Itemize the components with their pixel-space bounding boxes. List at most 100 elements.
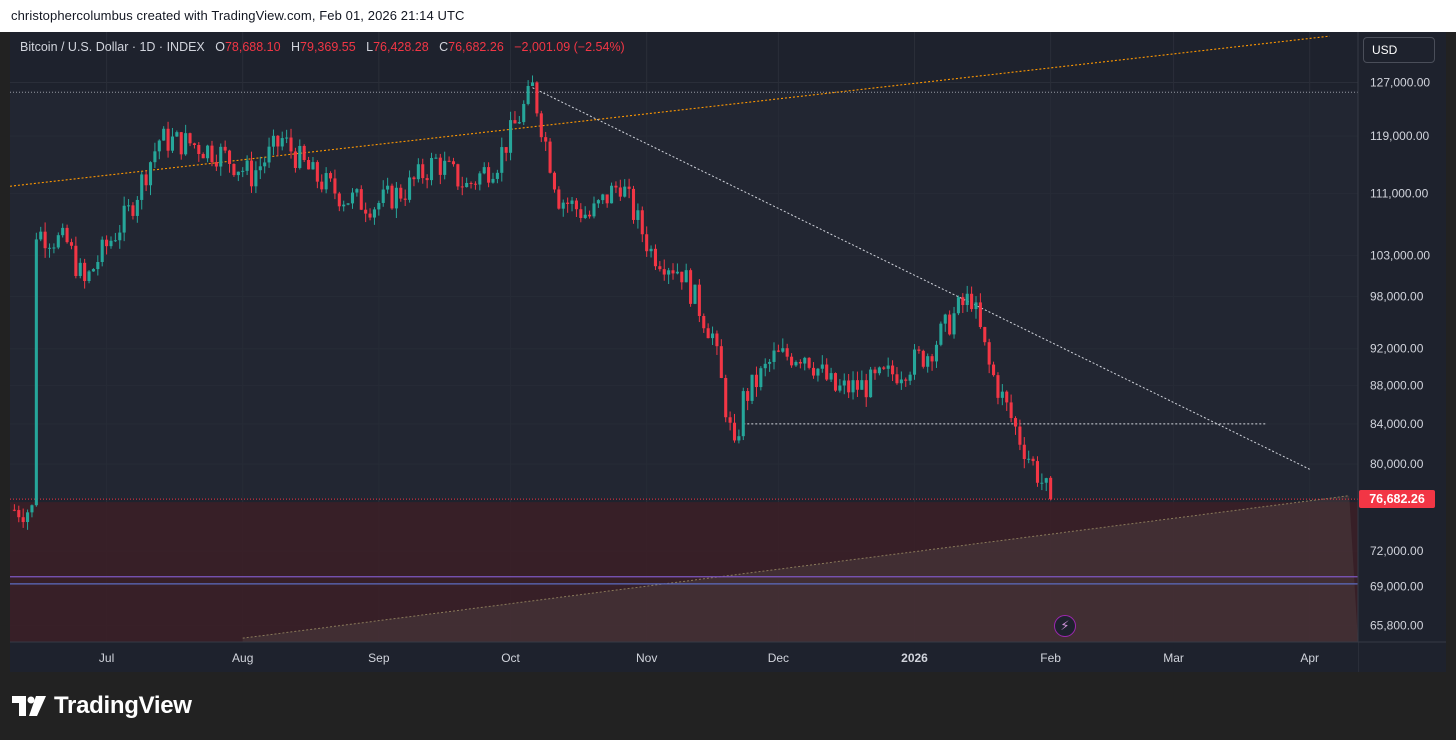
candle-body — [249, 160, 254, 187]
candle-body — [416, 164, 420, 180]
candle-body — [623, 186, 627, 197]
candle-body — [772, 350, 776, 362]
candle-body — [706, 328, 710, 339]
legend-symbol: Bitcoin / U.S. Dollar · 1D · INDEX — [20, 40, 205, 54]
currency-button[interactable]: USD — [1363, 37, 1435, 63]
candle-body — [421, 164, 425, 179]
candle-body — [285, 137, 289, 139]
lightning-icon[interactable]: ⚡ — [1054, 615, 1076, 637]
tradingview-logo-icon — [12, 696, 46, 716]
candle-body — [346, 203, 350, 205]
candle-body — [1000, 391, 1004, 398]
legend-high-label: H — [291, 40, 301, 54]
candle-body — [109, 240, 113, 247]
candle-body — [408, 177, 412, 200]
candle-body — [811, 367, 816, 376]
candle-body — [838, 385, 842, 391]
candle-body — [140, 174, 144, 200]
candle-body — [245, 160, 249, 171]
candle-body — [162, 128, 166, 141]
candle-body — [236, 171, 240, 176]
candle-body — [768, 361, 772, 364]
candle-body — [1049, 477, 1053, 500]
candle-body — [539, 113, 543, 138]
candle-body — [69, 242, 74, 246]
candle-body — [588, 214, 592, 217]
candle-body — [917, 349, 921, 351]
price-axis[interactable] — [1358, 32, 1446, 672]
candle-body — [996, 375, 1000, 398]
candle-body — [113, 240, 117, 242]
candle-body — [469, 182, 473, 184]
candle-body — [877, 367, 881, 374]
descending-trendline[interactable] — [532, 87, 1310, 470]
time-axis[interactable] — [10, 642, 1358, 672]
candle-body — [715, 333, 719, 347]
y-tick-label: 65,800.00 — [1370, 619, 1424, 633]
candle-body — [263, 162, 267, 167]
candle-body — [232, 163, 236, 176]
y-tick-label: 111,000.00 — [1370, 187, 1429, 201]
candle-body — [601, 194, 605, 201]
candle-body — [689, 270, 693, 304]
candle-body — [83, 262, 87, 282]
candle-body — [122, 205, 126, 233]
candle-body — [21, 517, 25, 523]
y-tick-label: 127,000.00 — [1370, 75, 1430, 89]
candle-body — [311, 162, 315, 170]
candle-body — [921, 350, 925, 367]
candle-body — [974, 302, 978, 310]
candle-body — [640, 210, 644, 235]
candle-body — [307, 159, 311, 170]
candle-body — [74, 245, 78, 276]
candle-body — [473, 183, 477, 185]
candle-body — [399, 187, 403, 199]
y-tick-label: 119,000.00 — [1370, 129, 1429, 143]
candle-body — [495, 172, 499, 179]
candle-body — [847, 380, 851, 393]
candle-body — [241, 170, 245, 172]
candle-body — [170, 136, 174, 151]
candle-body — [465, 182, 469, 188]
candle-body — [513, 120, 517, 124]
candle-body — [627, 186, 631, 189]
candle-body — [574, 200, 578, 210]
candle-body — [368, 213, 372, 218]
candle-body — [197, 145, 201, 155]
x-tick-label: Jul — [99, 651, 114, 665]
chart-panel[interactable]: 127,000.00 119,000.00 111,000.00 103,000.00… — [10, 32, 1446, 672]
footer-brand: TradingView — [12, 692, 192, 720]
candle-body — [899, 379, 903, 384]
candle-body — [206, 145, 210, 159]
candle-body — [693, 284, 697, 304]
candle-body — [781, 348, 785, 352]
candle-body — [557, 189, 561, 209]
rising-lower-trendline[interactable] — [242, 495, 1350, 639]
candle-body — [372, 209, 376, 218]
candle-body — [105, 239, 109, 247]
candle-body — [487, 167, 491, 183]
candle-body — [943, 314, 947, 324]
candle-body — [882, 367, 886, 369]
candle-body — [184, 133, 188, 155]
y-tick-label: 88,000.00 — [1370, 378, 1424, 392]
candle-body — [412, 177, 416, 180]
price-chart[interactable]: 127,000.00 119,000.00 111,000.00 103,000.00… — [10, 32, 1446, 672]
candle-body — [614, 185, 618, 188]
candle-body — [131, 205, 135, 216]
candle-body — [12, 509, 16, 511]
attribution-text: christophercolumbus created with Trading… — [11, 8, 465, 23]
candle-body — [636, 210, 640, 220]
candle-body — [333, 178, 337, 194]
candle-body — [864, 380, 868, 398]
candle-body — [552, 172, 557, 190]
candle-body — [438, 157, 442, 175]
candle-body — [842, 380, 846, 386]
candle-body — [855, 380, 859, 390]
candle-body — [179, 132, 183, 155]
candle-body — [328, 173, 333, 179]
candle-body — [364, 209, 368, 214]
candle-body — [926, 356, 930, 367]
candle-body — [434, 157, 438, 159]
candle-body — [504, 147, 508, 153]
